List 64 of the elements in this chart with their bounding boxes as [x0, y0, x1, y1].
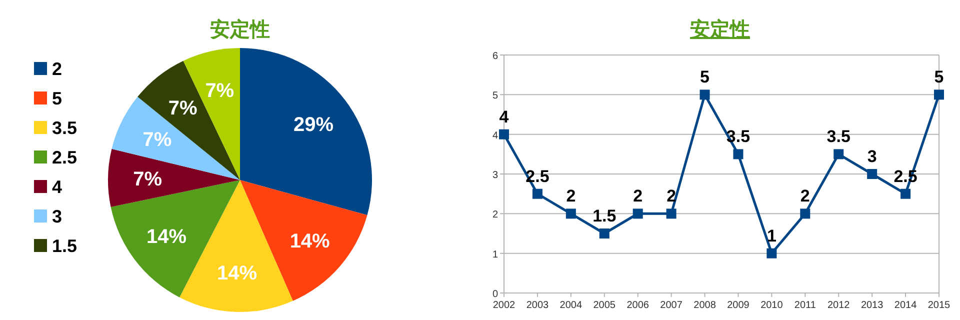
x-tick-label: 2015 — [928, 300, 951, 311]
x-tick-label: 2009 — [727, 300, 750, 311]
data-label: 2 — [666, 186, 676, 206]
y-tick-label: 2 — [492, 210, 498, 221]
data-label: 1.5 — [592, 206, 616, 226]
x-tick-label: 2005 — [593, 300, 616, 311]
data-label: 5 — [934, 68, 944, 87]
y-tick-label: 0 — [492, 289, 498, 300]
point — [566, 208, 576, 219]
point — [766, 248, 777, 258]
x-tick-label: 2014 — [894, 300, 918, 311]
x-tick-label: 2008 — [694, 300, 716, 311]
x-tick-label: 2010 — [760, 300, 784, 311]
chart-title: 安定性 — [690, 18, 750, 41]
point — [900, 188, 911, 199]
chart-title: 安定性 — [210, 18, 270, 41]
point — [800, 208, 810, 219]
x-tick-label: 2004 — [560, 300, 582, 311]
x-tick-label: 2012 — [827, 300, 850, 311]
x-tick-label: 2002 — [492, 300, 516, 311]
point — [599, 228, 610, 238]
y-tick-label: 1 — [492, 249, 498, 260]
data-label: 29% — [294, 114, 334, 136]
point — [934, 90, 944, 100]
y-tick-label: 5 — [492, 90, 498, 102]
point — [532, 188, 542, 199]
y-tick-label: 6 — [492, 51, 498, 62]
legend-label: 3 — [52, 206, 62, 226]
x-tick-label: 2006 — [626, 300, 650, 311]
data-label: 3.5 — [826, 127, 850, 146]
point — [499, 129, 509, 140]
point — [834, 149, 844, 160]
data-label: 2 — [633, 186, 643, 206]
legend-label: 2.5 — [52, 148, 78, 168]
x-tick-label: 2011 — [794, 300, 816, 311]
pie-slice — [240, 48, 372, 216]
legend-label: 4 — [52, 177, 62, 197]
data-label: 14% — [290, 230, 330, 253]
legend-label: 3.5 — [52, 118, 78, 138]
legend-label: 2 — [52, 59, 62, 79]
point — [733, 149, 744, 160]
data-label: 14% — [217, 262, 258, 284]
data-label: 2 — [566, 186, 576, 206]
legend-label: 1.5 — [52, 236, 78, 256]
data-label: 7% — [142, 128, 172, 151]
x-tick-label: 2013 — [860, 300, 884, 311]
x-tick-label: 2003 — [526, 300, 550, 311]
point — [666, 208, 676, 219]
legend-label: 5 — [52, 88, 62, 108]
pie-slice — [108, 148, 240, 208]
data-label: 7% — [133, 168, 162, 191]
data-label: 2 — [800, 186, 810, 206]
data-label: 3 — [867, 147, 877, 166]
point — [867, 169, 878, 179]
point — [700, 90, 710, 100]
data-label: 1 — [766, 226, 776, 246]
y-tick-label: 4 — [492, 130, 498, 142]
point — [632, 208, 643, 219]
data-label: 7% — [205, 80, 234, 102]
x-tick-label: 2007 — [660, 300, 683, 311]
y-tick-label: 3 — [492, 170, 498, 181]
data-label: 5 — [700, 68, 710, 87]
data-label: 7% — [168, 97, 198, 120]
data-label: 14% — [146, 226, 187, 248]
